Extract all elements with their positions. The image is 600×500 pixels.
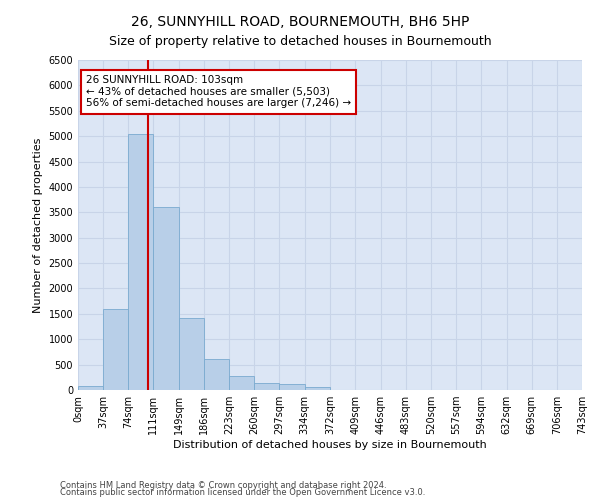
Bar	[254, 384, 280, 390]
Text: Contains HM Land Registry data © Crown copyright and database right 2024.: Contains HM Land Registry data © Crown c…	[60, 480, 386, 490]
Bar	[103, 309, 128, 390]
Text: 26, SUNNYHILL ROAD, BOURNEMOUTH, BH6 5HP: 26, SUNNYHILL ROAD, BOURNEMOUTH, BH6 5HP	[131, 15, 469, 29]
Bar	[280, 384, 305, 390]
Bar	[78, 386, 103, 390]
Bar	[128, 134, 153, 390]
Bar	[305, 387, 331, 390]
Bar	[204, 358, 229, 390]
Text: 26 SUNNYHILL ROAD: 103sqm
← 43% of detached houses are smaller (5,503)
56% of se: 26 SUNNYHILL ROAD: 103sqm ← 43% of detac…	[86, 75, 351, 108]
Bar	[229, 376, 254, 390]
Text: Size of property relative to detached houses in Bournemouth: Size of property relative to detached ho…	[109, 35, 491, 48]
X-axis label: Distribution of detached houses by size in Bournemouth: Distribution of detached houses by size …	[173, 440, 487, 450]
Y-axis label: Number of detached properties: Number of detached properties	[33, 138, 43, 312]
Bar	[153, 207, 179, 390]
Text: Contains public sector information licensed under the Open Government Licence v3: Contains public sector information licen…	[60, 488, 425, 497]
Bar	[179, 318, 204, 390]
